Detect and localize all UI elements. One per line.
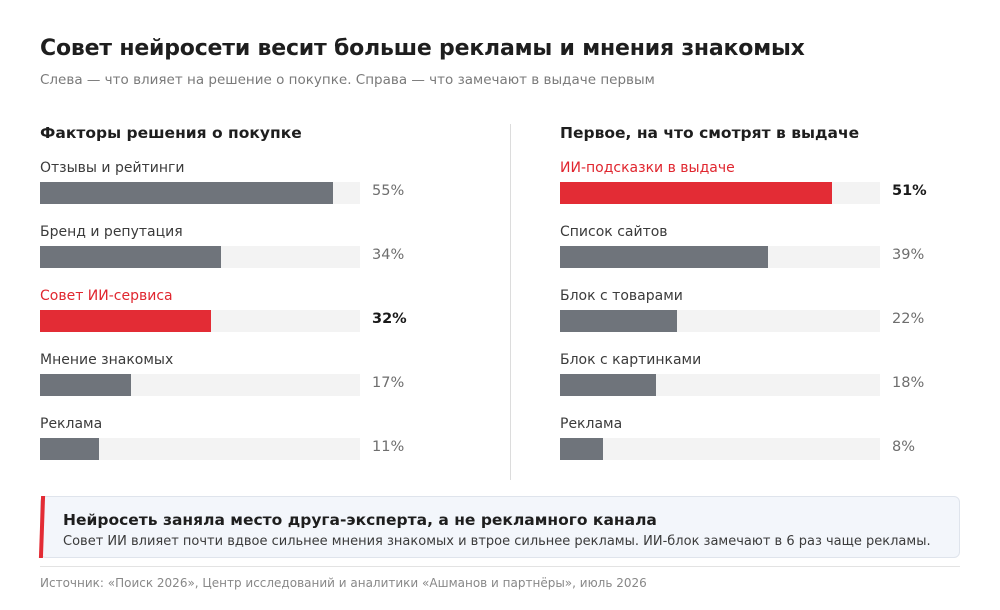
bar-label: Мнение знакомых: [40, 352, 174, 368]
bar-label: Совет ИИ-сервиса: [40, 288, 173, 304]
callout-text: Совет ИИ влияет почти вдвое сильнее мнен…: [63, 534, 931, 549]
bar-track: [560, 246, 880, 268]
bar-row: Мнение знакомых 17%: [40, 352, 440, 416]
purchase-factors-chart: Факторы решения о покупке Отзывы и рейти…: [40, 124, 440, 480]
source-divider: [40, 566, 960, 567]
page-title: Совет нейросети весит больше рекламы и м…: [40, 36, 805, 61]
bar-value-label: 22%: [892, 311, 925, 327]
bar-track: [560, 438, 880, 460]
bar: [560, 438, 603, 460]
bar-row: Отзывы и рейтинги 55%: [40, 160, 440, 224]
bar-row: ИИ-подсказки в выдаче 51%: [560, 160, 960, 224]
bar-row: Реклама 11%: [40, 416, 440, 480]
bar-value-label: 51%: [892, 183, 927, 199]
conclusion-callout: Нейросеть заняла место друга-эксперта, а…: [40, 496, 960, 558]
serp-attention-bars: ИИ-подсказки в выдаче 51% Список сайтов 39%…: [560, 160, 960, 480]
bar: [560, 310, 677, 332]
bar: [560, 246, 768, 268]
bar-track: [40, 310, 360, 332]
bar-label: Блок с картинками: [560, 352, 702, 368]
bar-row: Блок с товарами 22%: [560, 288, 960, 352]
purchase-factors-title: Факторы решения о покупке: [40, 124, 302, 142]
bar: [40, 310, 211, 332]
panel-divider: [510, 124, 511, 480]
bar-track: [40, 182, 360, 204]
bar-track: [560, 310, 880, 332]
bar-track: [40, 374, 360, 396]
bar-value-label: 11%: [372, 439, 405, 455]
bar-value-label: 55%: [372, 183, 405, 199]
bar-value-label: 18%: [892, 375, 925, 391]
bar-label: Список сайтов: [560, 224, 668, 240]
bar-track: [560, 374, 880, 396]
bar: [40, 246, 221, 268]
purchase-factors-bars: Отзывы и рейтинги 55% Бренд и репутация 34%…: [40, 160, 440, 480]
bar-row: Реклама 8%: [560, 416, 960, 480]
callout-title: Нейросеть заняла место друга-эксперта, а…: [63, 511, 657, 529]
serp-attention-title: Первое, на что смотрят в выдаче: [560, 124, 860, 142]
bar: [40, 182, 333, 204]
bar-label: Реклама: [560, 416, 623, 432]
bar: [560, 182, 832, 204]
bar-row: Блок с картинками 18%: [560, 352, 960, 416]
bar-track: [560, 182, 880, 204]
bar-value-label: 32%: [372, 311, 407, 327]
bar-label: ИИ-подсказки в выдаче: [560, 160, 735, 176]
bar-label: Отзывы и рейтинги: [40, 160, 185, 176]
page-subtitle: Слева — что влияет на решение о покупке.…: [40, 72, 655, 88]
bar-row: Совет ИИ-сервиса 32%: [40, 288, 440, 352]
bar-row: Бренд и репутация 34%: [40, 224, 440, 288]
bar-track: [40, 246, 360, 268]
bar-label: Реклама: [40, 416, 103, 432]
bar-value-label: 34%: [372, 247, 405, 263]
bar: [40, 374, 131, 396]
source-note: Источник: «Поиск 2026», Центр исследован…: [40, 576, 647, 590]
bar-value-label: 8%: [892, 439, 916, 455]
serp-attention-chart: Первое, на что смотрят в выдаче ИИ-подск…: [560, 124, 960, 480]
bar: [560, 374, 656, 396]
bar-value-label: 39%: [892, 247, 925, 263]
bar-track: [40, 438, 360, 460]
bar-label: Блок с товарами: [560, 288, 683, 304]
bar-label: Бренд и репутация: [40, 224, 183, 240]
bar-value-label: 17%: [372, 375, 405, 391]
bar: [40, 438, 99, 460]
bar-row: Список сайтов 39%: [560, 224, 960, 288]
